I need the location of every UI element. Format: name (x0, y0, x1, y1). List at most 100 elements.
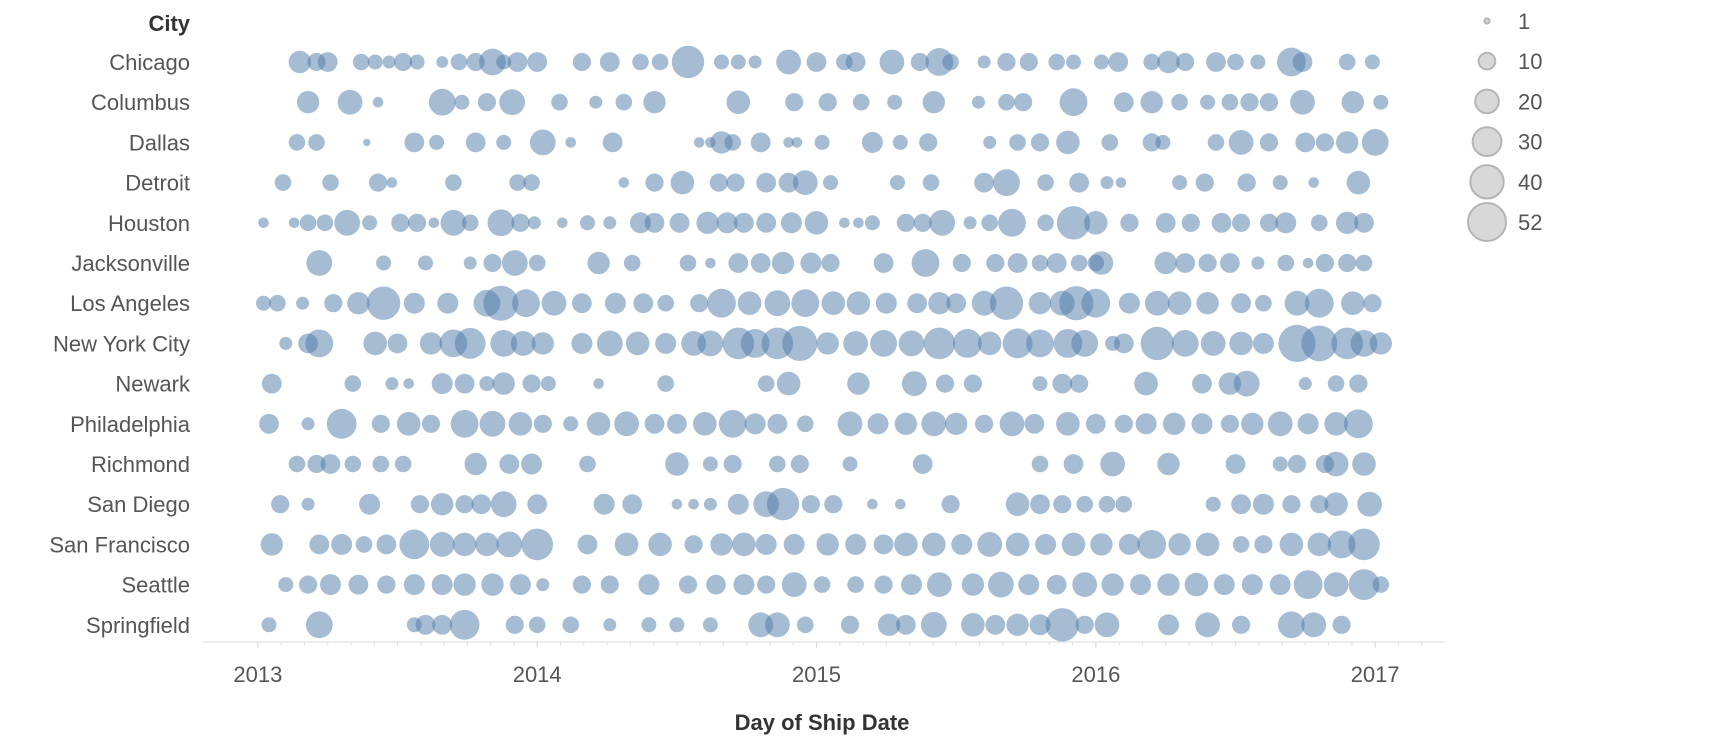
bubble-mark (1056, 130, 1080, 155)
bubble-mark (475, 532, 499, 557)
bubble-mark (907, 293, 927, 314)
bubble-mark (843, 331, 868, 356)
bubble-mark (465, 132, 486, 153)
bubble-mark (709, 173, 728, 192)
bubble-mark (1140, 326, 1175, 361)
bubble-row-san-francisco (260, 528, 1380, 561)
bubble-mark (428, 217, 440, 229)
bubble-mark (1200, 331, 1226, 356)
bubble-mark (928, 292, 951, 315)
bubble-mark (734, 212, 754, 233)
bubble-mark (1354, 212, 1374, 233)
bubble-mark (671, 498, 683, 510)
bubble-mark (507, 52, 528, 72)
bubble-mark (477, 93, 496, 112)
bubble-mark (922, 174, 940, 191)
bubble-mark (483, 253, 502, 273)
bubble-mark (913, 213, 932, 232)
bubble-mark (1032, 376, 1048, 392)
bubble-mark (522, 374, 541, 393)
bubble-mark (1009, 134, 1026, 151)
bubble-row-new-york-city (279, 324, 1393, 362)
bubble-mark (1350, 330, 1378, 357)
bubble-mark (740, 329, 770, 358)
bubble-mark (1184, 572, 1209, 597)
bubble-mark (910, 52, 930, 72)
bubble-mark (1101, 573, 1124, 596)
bubble-mark (1237, 173, 1256, 192)
bubble-mark (308, 134, 325, 151)
bubble-mark (1308, 177, 1319, 188)
bubble-mark (757, 575, 776, 594)
bubble-mark (496, 54, 512, 70)
bubble-mark (1070, 374, 1089, 393)
bubble-mark (589, 95, 603, 109)
city-label-san-francisco: San Francisco (49, 532, 190, 557)
bubble-mark (1030, 494, 1050, 515)
bubble-mark (1143, 53, 1160, 71)
bubble-mark (951, 533, 973, 555)
bubble-mark (1005, 532, 1030, 557)
bubble-mark (655, 332, 677, 354)
bubble-mark (492, 372, 515, 395)
bubble-mark (744, 413, 766, 435)
bubble-mark (678, 575, 698, 594)
bubble-mark (428, 88, 456, 116)
city-label-san-diego: San Diego (87, 492, 190, 517)
bubble-mark (1361, 129, 1389, 156)
bubble-mark (1232, 213, 1251, 232)
bubble-mark (1142, 133, 1161, 152)
bubble-mark (818, 93, 837, 112)
bubble-mark (1176, 52, 1195, 72)
bubble-mark (1144, 290, 1170, 316)
bubble-mark (1272, 456, 1288, 472)
bubble-mark (912, 454, 933, 474)
bubble-mark (1252, 332, 1274, 354)
bubble-mark (1171, 330, 1199, 357)
bubble-mark (440, 209, 467, 236)
bubble-mark (896, 614, 916, 635)
bubble-mark (1307, 532, 1332, 557)
bubble-mark (1158, 614, 1179, 636)
bubble-mark (1355, 254, 1373, 272)
bubble-mark (1031, 455, 1049, 473)
bubble-mark (572, 575, 592, 594)
bubble-mark (791, 289, 820, 318)
bubble-mark (510, 331, 536, 356)
x-axis-title: Day of Ship Date (735, 710, 910, 735)
bubble-mark (603, 216, 617, 230)
bubble-mark (1336, 211, 1359, 234)
bubble-mark (479, 48, 506, 76)
bubble-mark (638, 574, 660, 596)
bubble-mark (665, 452, 689, 476)
bubble-mark (657, 294, 674, 312)
bubble-mark (431, 493, 454, 516)
bubble-mark (593, 493, 615, 515)
bubble-mark (505, 615, 524, 634)
bubble-mark (718, 409, 747, 438)
bubble-mark (288, 50, 311, 74)
bubble-mark (896, 213, 916, 232)
bubble-mark (1137, 530, 1167, 559)
bubble-mark (452, 532, 477, 557)
x-tick-label: 2014 (513, 662, 562, 687)
bubble-mark (988, 571, 1014, 598)
bubble-mark (1259, 213, 1279, 232)
bubble-mark (1024, 413, 1045, 434)
bubble-mark (726, 173, 745, 192)
bubble-mark (541, 290, 567, 316)
bubble-mark (1206, 52, 1226, 72)
city-label-richmond: Richmond (91, 452, 190, 477)
bubble-mark (1005, 492, 1030, 516)
bubble-mark (376, 255, 392, 271)
bubble-mark (842, 456, 858, 472)
bubble-mark (1196, 292, 1219, 315)
legend-size-label: 52 (1518, 210, 1542, 235)
bubble-mark (1113, 333, 1134, 354)
bubble-mark (337, 89, 363, 115)
bubble-mark (509, 574, 531, 596)
bubble-mark (1090, 533, 1113, 556)
bubble-mark (901, 574, 922, 596)
bubble-mark (527, 494, 548, 515)
